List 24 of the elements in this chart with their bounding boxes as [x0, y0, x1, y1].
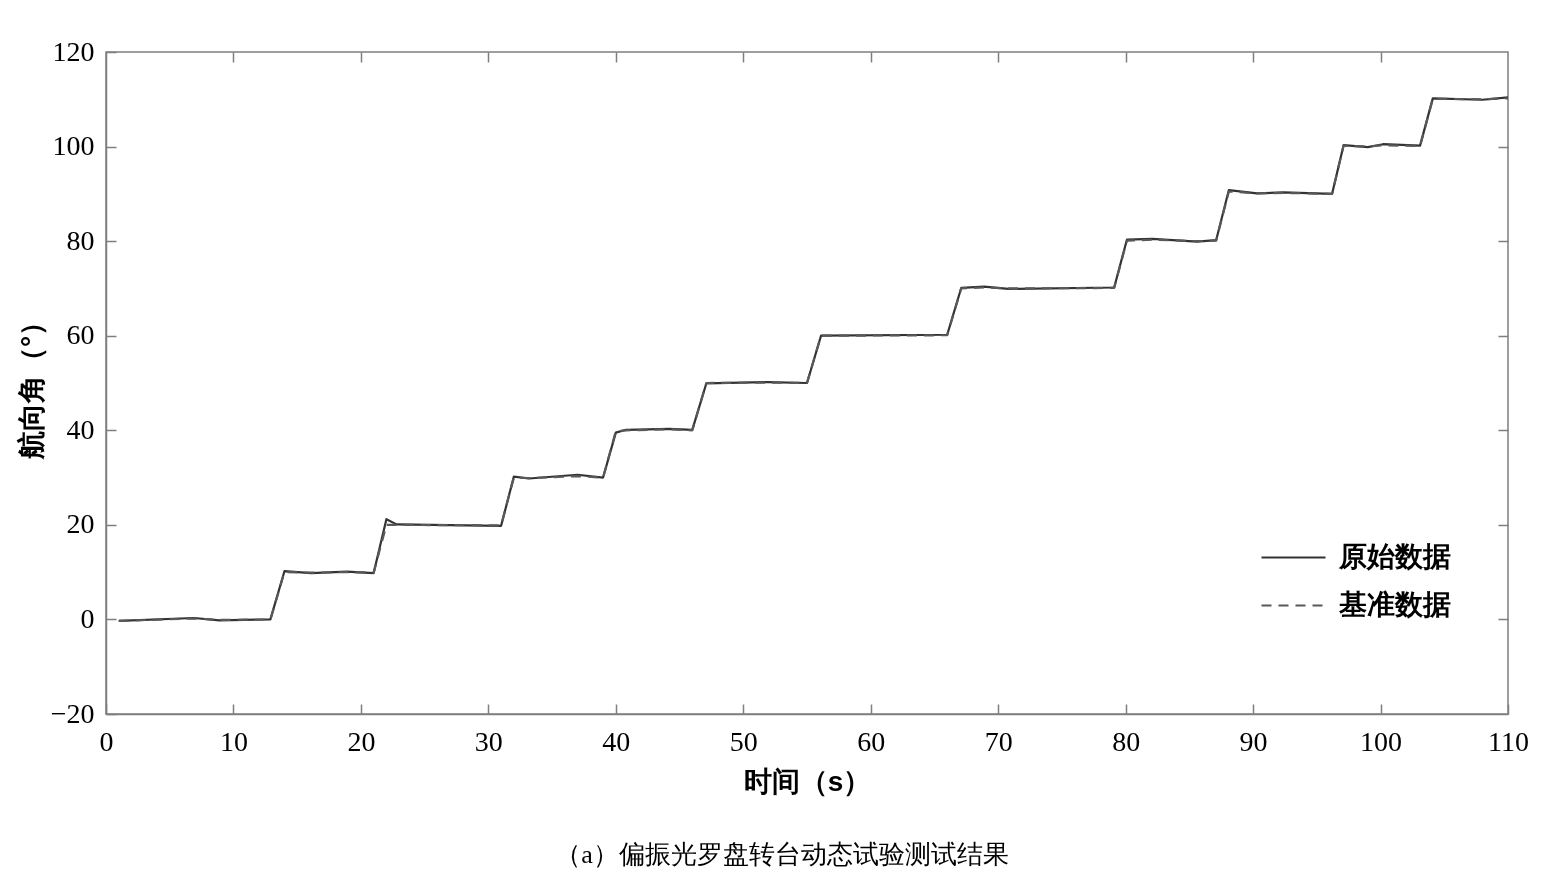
- y-tick-label: 0: [80, 602, 95, 634]
- y-tick-label: 40: [66, 413, 95, 445]
- x-tick-label: 50: [729, 725, 758, 757]
- x-tick-label: 90: [1239, 725, 1268, 757]
- x-tick-label: 30: [474, 725, 503, 757]
- x-tick-label: 10: [219, 725, 248, 757]
- x-tick-label: 100: [1360, 725, 1403, 757]
- legend-label: 原始数据: [1338, 540, 1451, 572]
- x-axis-title: 时间（s）: [743, 765, 872, 797]
- legend-label: 基准数据: [1338, 588, 1451, 620]
- y-tick-label: 100: [52, 130, 95, 162]
- x-tick-label: 60: [857, 725, 886, 757]
- y-tick-label: 120: [52, 35, 95, 67]
- y-tick-label: 60: [66, 319, 95, 351]
- x-tick-label: 20: [347, 725, 376, 757]
- x-tick-label: 110: [1488, 725, 1529, 757]
- y-tick-label: 20: [66, 508, 95, 540]
- y-tick-label: −20: [50, 697, 95, 729]
- text: （a）偏振光罗盘转台动态试验测试结果: [555, 840, 1009, 869]
- x-tick-label: 80: [1112, 725, 1141, 757]
- x-tick-label: 40: [602, 725, 631, 757]
- y-tick-label: 80: [66, 224, 95, 256]
- y-axis-title: 航向角（°）: [15, 307, 47, 461]
- x-tick-label: 70: [984, 725, 1013, 757]
